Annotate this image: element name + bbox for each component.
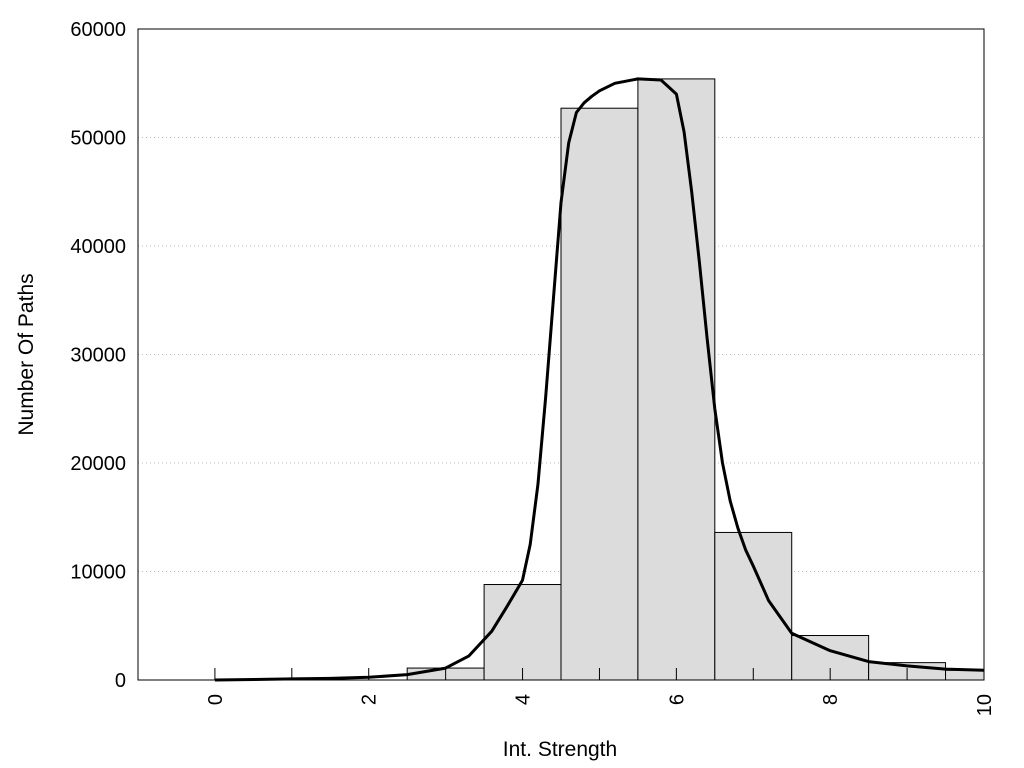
y-tick-label: 0 — [115, 670, 126, 692]
y-axis-title: Number Of Paths — [15, 273, 38, 435]
x-tick-label: 2 — [359, 694, 381, 705]
y-tick-label: 40000 — [70, 236, 126, 258]
histogram-bar — [714, 531, 793, 681]
histogram-bar — [945, 669, 985, 681]
x-axis-title: Int. Strength — [503, 738, 617, 761]
fit-curve-layer — [214, 77, 985, 682]
fit-curve — [214, 77, 985, 682]
x-tick-label: 6 — [666, 694, 688, 705]
y-tick-label: 50000 — [70, 128, 126, 150]
plot-frame — [137, 28, 985, 681]
y-tick-label: 60000 — [70, 19, 126, 41]
histogram-bar — [483, 584, 562, 681]
x-axis-ticks: 0 2 4 6 8 10 — [205, 668, 996, 716]
x-tick-label: 0 — [205, 694, 227, 705]
y-tick-label: 30000 — [70, 345, 126, 367]
y-axis-ticks: 0 10000 20000 30000 40000 50000 60000 — [70, 19, 126, 692]
x-tick-label: 10 — [974, 694, 996, 716]
y-tick-label: 20000 — [70, 453, 126, 475]
histogram-bar — [637, 78, 716, 681]
histogram-bar — [560, 107, 639, 681]
y-tick-label: 10000 — [70, 562, 126, 584]
grid-lines — [138, 137, 984, 572]
x-tick-label: 4 — [513, 694, 535, 705]
x-tick-label: 8 — [820, 694, 842, 705]
histogram-bars — [406, 78, 985, 681]
